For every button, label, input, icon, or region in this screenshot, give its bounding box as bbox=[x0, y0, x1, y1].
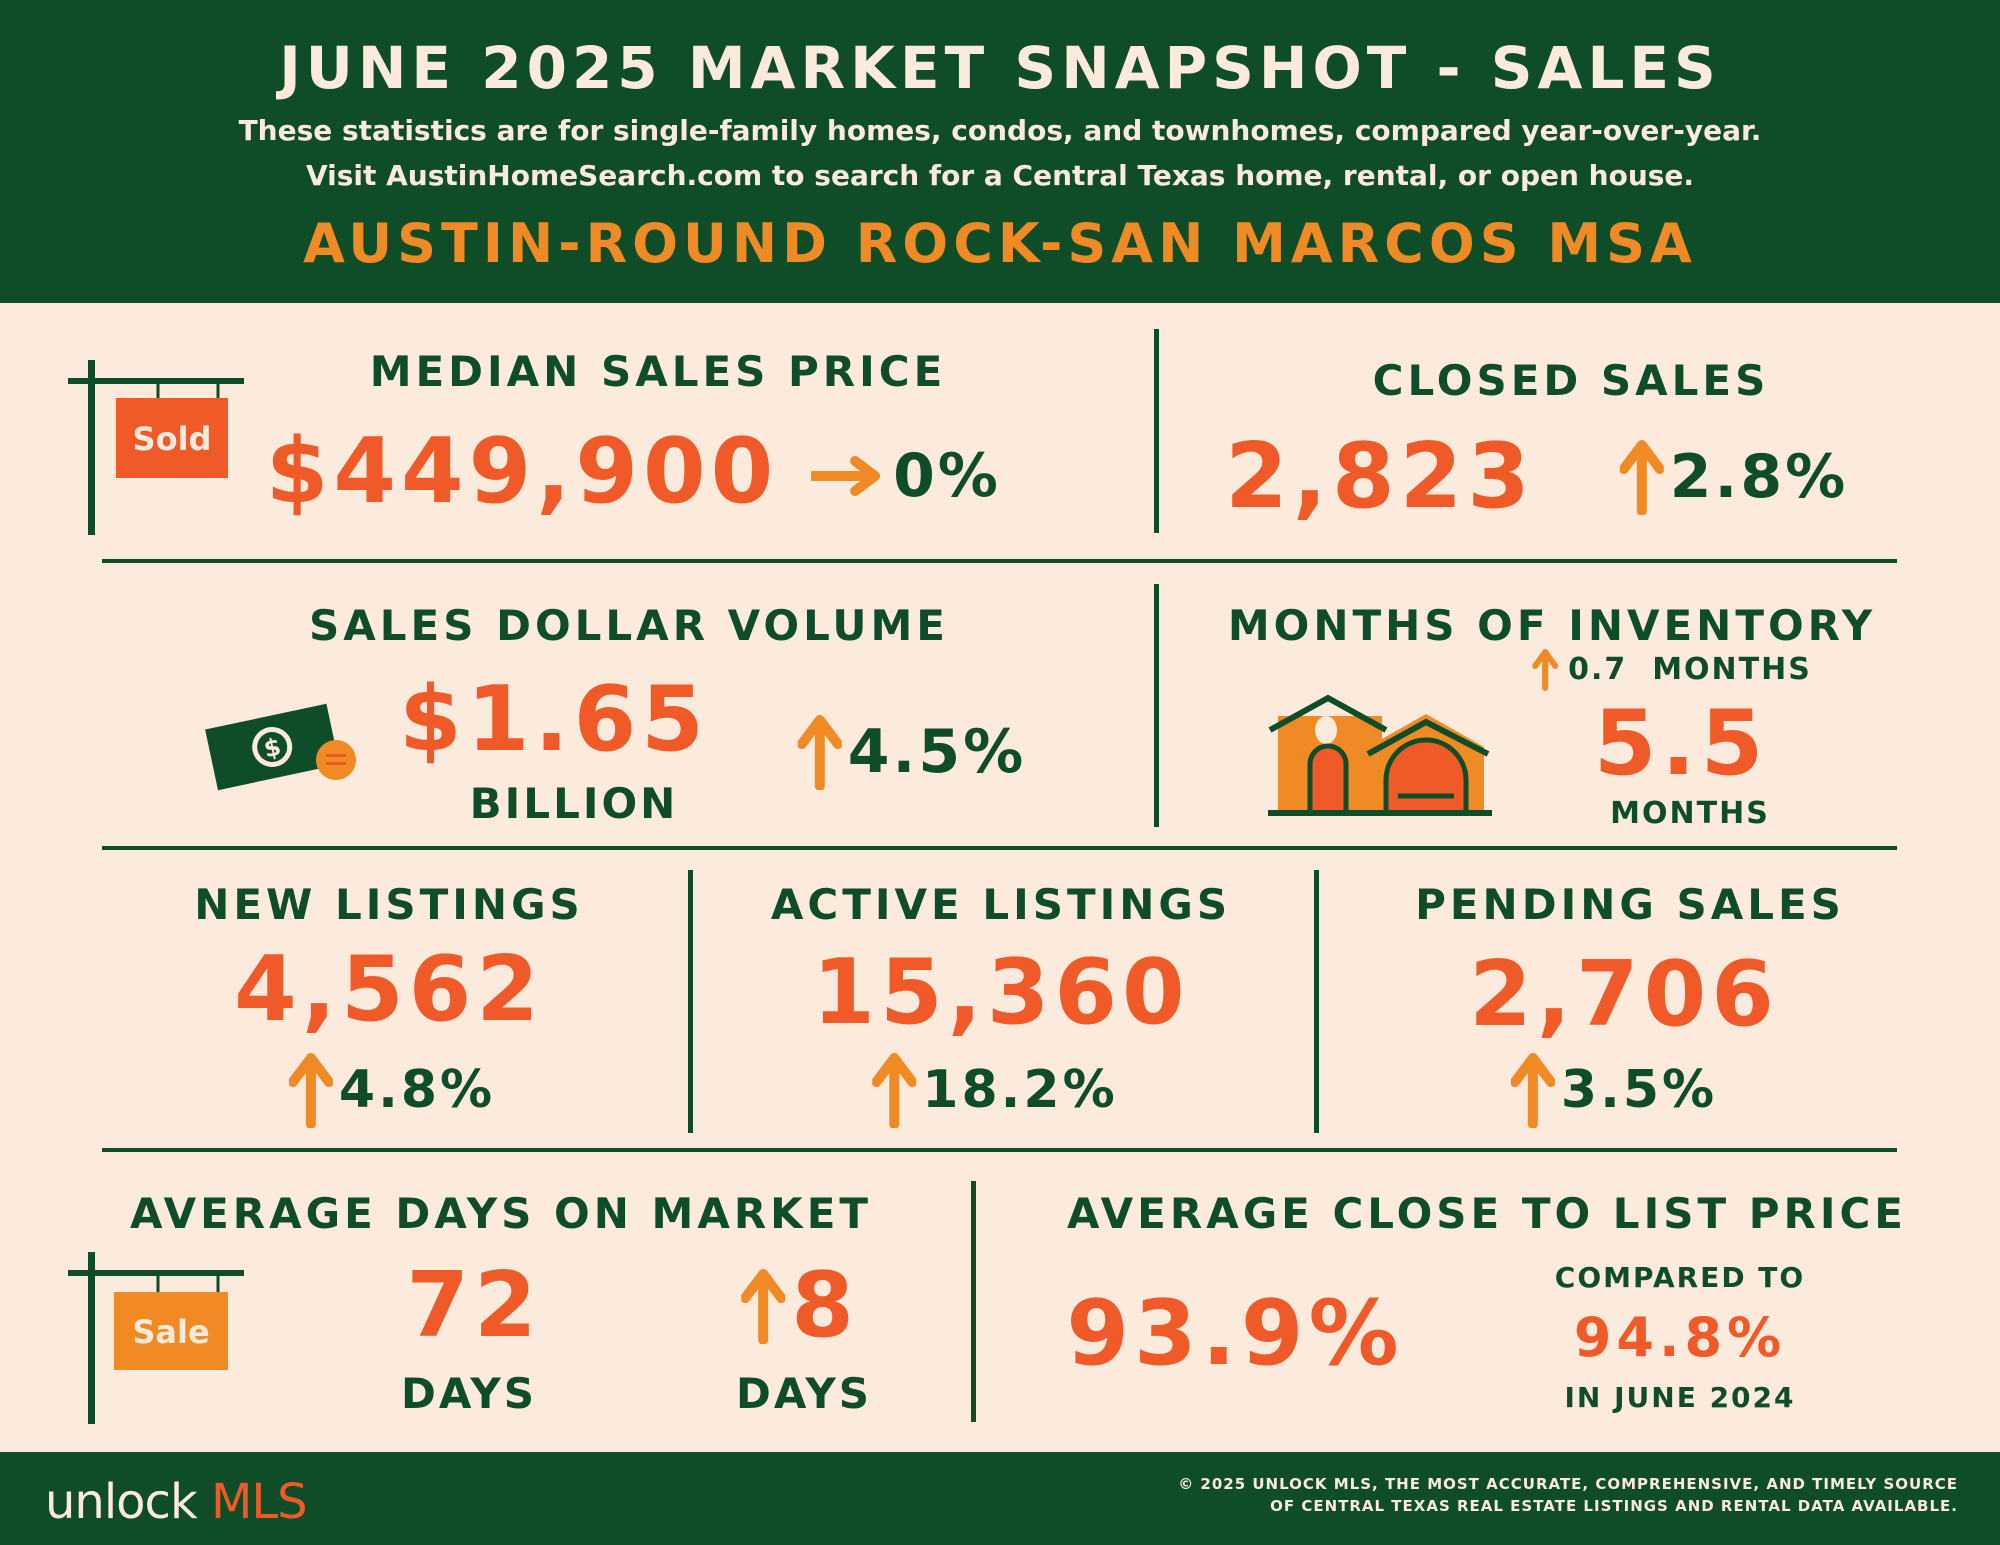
dom-label: AVERAGE DAYS ON MARKET bbox=[129, 1189, 873, 1238]
arrow-up-icon bbox=[1532, 649, 1559, 691]
unlock-mls-logo: unlock MLS bbox=[45, 1474, 308, 1530]
divider bbox=[1154, 584, 1159, 827]
volume-label: SALES DOLLAR VOLUME bbox=[309, 601, 949, 650]
active-listings-label: ACTIVE LISTINGS bbox=[770, 880, 1232, 929]
inventory-change: 0.7 MONTHS bbox=[1532, 648, 1812, 692]
sold-sign-icon: Sold bbox=[68, 360, 244, 535]
closed-change-text: 2.8% bbox=[1669, 442, 1849, 512]
arrow-up-icon bbox=[797, 715, 842, 790]
volume-change-text: 4.5% bbox=[847, 717, 1027, 787]
new-listings-change-text: 4.8% bbox=[338, 1060, 496, 1120]
dom-change-text: 8 bbox=[791, 1253, 859, 1358]
inventory-unit: MONTHS bbox=[1610, 796, 1770, 831]
new-listings-label: NEW LISTINGS bbox=[194, 880, 584, 929]
subtitle-line-1: These statistics are for single-family h… bbox=[238, 114, 1762, 147]
pending-change-text: 3.5% bbox=[1560, 1060, 1718, 1120]
pending-sales-value: 2,706 bbox=[1469, 942, 1779, 1047]
divider bbox=[971, 1181, 976, 1422]
footer-copyright: © 2025 UNLOCK MLS, THE MOST ACCURATE, CO… bbox=[1178, 1473, 1958, 1517]
pending-sales-change: 3.5% bbox=[1510, 1052, 1718, 1128]
closed-sales-change: 2.8% bbox=[1619, 439, 1849, 515]
divider bbox=[1314, 870, 1319, 1133]
compared-value: 94.8% bbox=[1573, 1306, 1787, 1369]
money-icon: $ bbox=[205, 703, 356, 791]
sale-sign-icon: Sale bbox=[68, 1252, 244, 1424]
subtitle-line-2: Visit AustinHomeSearch.com to search for… bbox=[305, 159, 1695, 192]
dom-value: 72 bbox=[406, 1253, 542, 1358]
divider bbox=[102, 1148, 1897, 1152]
sale-sign-text: Sale bbox=[132, 1313, 209, 1351]
median-price-label: MEDIAN SALES PRICE bbox=[369, 347, 947, 396]
compared-label: COMPARED TO bbox=[1554, 1261, 1806, 1294]
active-listings-value: 15,360 bbox=[812, 940, 1190, 1045]
svg-text:$: $ bbox=[261, 733, 283, 764]
new-listings-change: 4.8% bbox=[288, 1052, 496, 1128]
median-price-value: $449,900 bbox=[265, 419, 779, 524]
volume-unit: BILLION bbox=[469, 779, 679, 828]
region-title: AUSTIN-ROUND ROCK-SAN MARCOS MSA bbox=[303, 212, 1697, 275]
inventory-label: MONTHS OF INVENTORY bbox=[1227, 601, 1877, 650]
median-change-text: 0% bbox=[893, 441, 1001, 511]
footer-note-1: © 2025 UNLOCK MLS, THE MOST ACCURATE, CO… bbox=[1178, 1475, 1958, 1493]
volume-value: $1.65 bbox=[399, 667, 709, 772]
close-list-label: AVERAGE CLOSE TO LIST PRICE bbox=[1067, 1189, 1907, 1238]
divider bbox=[688, 870, 693, 1133]
divider bbox=[102, 559, 1897, 563]
divider bbox=[102, 846, 1897, 850]
pending-sales-label: PENDING SALES bbox=[1415, 880, 1845, 929]
inventory-change-text: 0.7 MONTHS bbox=[1568, 652, 1812, 687]
closed-sales-value: 2,823 bbox=[1225, 424, 1535, 529]
arrow-right-icon bbox=[811, 456, 881, 496]
new-listings-value: 4,562 bbox=[234, 937, 544, 1042]
active-listings-change-text: 18.2% bbox=[922, 1060, 1118, 1120]
footer-note-2: OF CENTRAL TEXAS REAL ESTATE LISTINGS AN… bbox=[1270, 1497, 1958, 1515]
arrow-up-icon bbox=[741, 1269, 786, 1344]
volume-change: 4.5% bbox=[797, 714, 1027, 790]
arrow-up-icon bbox=[872, 1053, 917, 1128]
header-banner: JUNE 2025 MARKET SNAPSHOT - SALES These … bbox=[0, 0, 2000, 303]
page-title: JUNE 2025 MARKET SNAPSHOT - SALES bbox=[279, 34, 1721, 102]
footer bbox=[0, 1452, 2000, 1545]
inventory-value: 5.5 bbox=[1593, 691, 1769, 796]
closed-sales-label: CLOSED SALES bbox=[1372, 356, 1770, 405]
sold-sign-text: Sold bbox=[133, 420, 212, 458]
active-listings-change: 18.2% bbox=[872, 1052, 1117, 1128]
house-icon bbox=[1268, 694, 1492, 816]
median-price-change: 0% bbox=[811, 446, 1001, 506]
arrow-up-icon bbox=[1619, 440, 1664, 515]
arrow-up-icon bbox=[1510, 1053, 1555, 1128]
dom-unit: DAYS bbox=[400, 1369, 538, 1418]
divider bbox=[1154, 329, 1159, 533]
compared-period: IN JUNE 2024 bbox=[1564, 1381, 1796, 1414]
close-list-value: 93.9% bbox=[1066, 1281, 1404, 1386]
arrow-up-icon bbox=[288, 1053, 333, 1128]
dom-change-unit: DAYS bbox=[735, 1369, 873, 1418]
dom-change: 8 bbox=[741, 1261, 859, 1351]
